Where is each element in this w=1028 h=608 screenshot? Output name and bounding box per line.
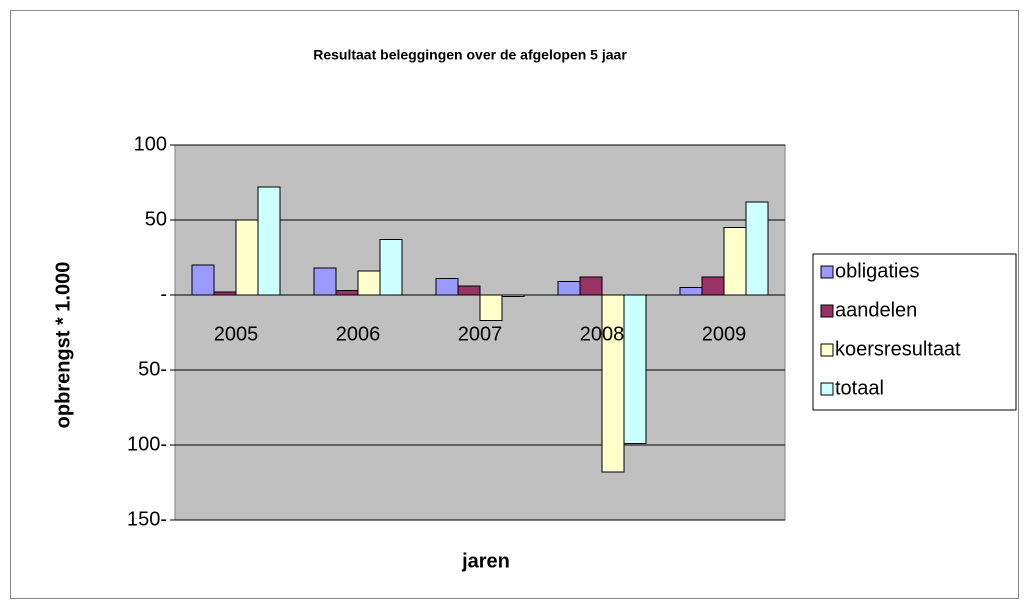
bar	[745, 201, 769, 296]
legend-swatch	[820, 382, 834, 396]
bar	[623, 294, 647, 444]
bar	[191, 264, 215, 296]
x-tick-label: 2008	[580, 323, 625, 345]
y-tick-label: 100-	[127, 433, 167, 455]
bar	[601, 294, 625, 473]
bar	[357, 270, 381, 296]
bar	[379, 239, 403, 296]
bar	[313, 267, 337, 296]
legend-label: koersresultaat	[835, 338, 961, 360]
bar	[579, 276, 603, 296]
bar	[457, 285, 481, 296]
bar	[257, 186, 281, 296]
y-axis-label: opbrengst * 1.000	[52, 262, 74, 429]
x-tick-label: 2009	[702, 323, 747, 345]
x-tick-label: 2005	[214, 323, 259, 345]
bar	[701, 276, 725, 296]
y-tick-label: 150-	[127, 508, 167, 530]
y-tick-label: -	[160, 283, 167, 305]
bar	[479, 294, 503, 321]
legend-label: aandelen	[835, 299, 917, 321]
bar	[435, 278, 459, 296]
bar	[235, 219, 259, 296]
y-tick-label: 100	[134, 133, 167, 155]
bar	[557, 281, 581, 296]
x-tick-label: 2006	[336, 323, 381, 345]
x-axis-label: jaren	[461, 550, 510, 572]
bar	[335, 290, 359, 296]
y-tick-label: 50-	[138, 358, 167, 380]
y-tick-label: 50	[145, 208, 167, 230]
bar	[679, 287, 703, 296]
legend-label: totaal	[835, 377, 884, 399]
x-tick-label: 2007	[458, 323, 503, 345]
legend-box	[812, 253, 1017, 411]
legend-swatch	[820, 343, 834, 357]
bar	[501, 294, 525, 297]
bar	[723, 227, 747, 296]
bar	[213, 291, 237, 296]
legend-label: obligaties	[835, 260, 920, 282]
chart-title: Resultaat beleggingen over de afgelopen …	[313, 47, 627, 63]
legend-swatch	[820, 265, 834, 279]
legend-swatch	[820, 304, 834, 318]
